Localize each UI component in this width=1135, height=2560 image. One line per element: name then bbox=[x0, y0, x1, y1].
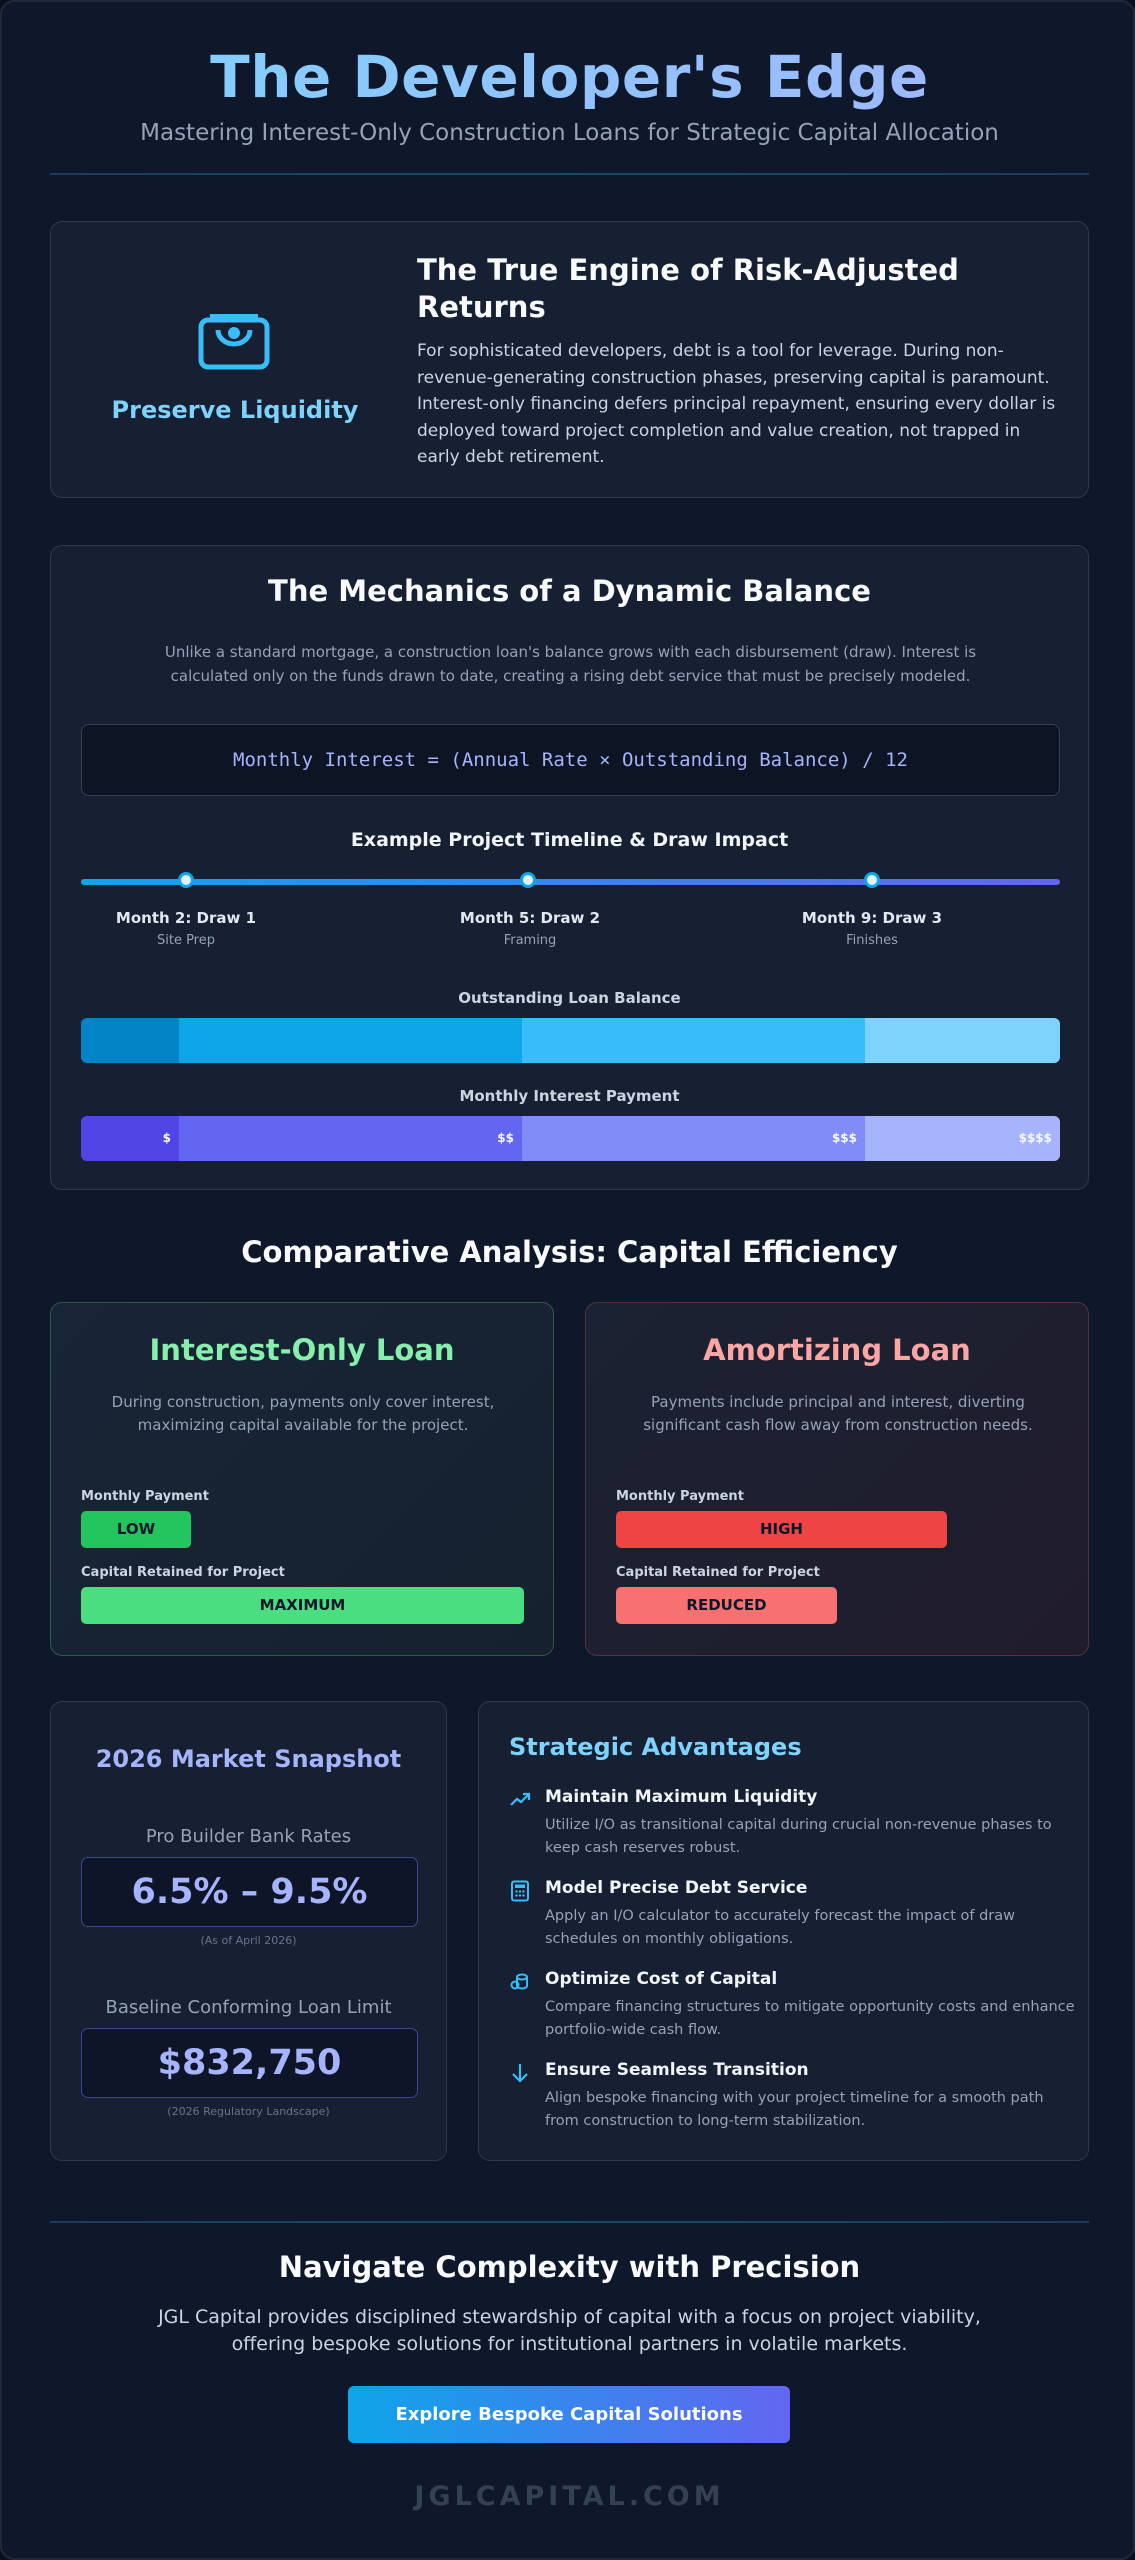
balance-segment bbox=[522, 1018, 865, 1063]
timeline-dot bbox=[178, 872, 194, 888]
interest-only-title: Interest-Only Loan bbox=[149, 1333, 455, 1367]
payment-pill: HIGH bbox=[616, 1511, 947, 1548]
milestone-3: Month 9: Draw 3 Finishes bbox=[752, 909, 992, 948]
capital-label: Capital Retained for Project bbox=[81, 1565, 285, 1580]
market-snapshot-card: 2026 Market Snapshot Pro Builder Bank Ra… bbox=[50, 1701, 447, 2161]
amortizing-description: Payments include principal and interest,… bbox=[643, 1393, 1033, 1434]
liquidity-card: Preserve Liquidity The True Engine of Ri… bbox=[50, 221, 1089, 498]
milestone-sub: Site Prep bbox=[156, 933, 215, 948]
timeline-dot bbox=[520, 872, 536, 888]
amortizing-title: Amortizing Loan bbox=[703, 1333, 971, 1367]
liquidity-content: The True Engine of Risk-Adjusted Returns… bbox=[417, 252, 1057, 471]
advantage-body: Apply an I/O calculator to accurately fo… bbox=[545, 1908, 1016, 1947]
interest-segment-label: $$$ bbox=[831, 1131, 857, 1145]
trend-up-icon bbox=[510, 1792, 531, 1806]
mechanics-card: The Mechanics of a Dynamic Balance Unlik… bbox=[50, 545, 1089, 1190]
loan-limit-value: $832,750 bbox=[81, 2028, 418, 2098]
interest-formula: Monthly Interest = (Annual Rate × Outsta… bbox=[81, 724, 1060, 796]
advantage-title: Maintain Maximum Liquidity bbox=[545, 1787, 818, 1807]
milestone-label: Month 5: Draw 2 bbox=[459, 909, 601, 927]
balance-segment bbox=[179, 1018, 522, 1063]
cta-title: Navigate Complexity with Precision bbox=[278, 2250, 861, 2284]
liquidity-feature: Preserve Liquidity bbox=[51, 222, 419, 497]
milestone-1: Month 2: Draw 1 Site Prep bbox=[66, 909, 306, 948]
rates-label: Pro Builder Bank Rates bbox=[145, 1826, 352, 1847]
interest-segment: $$$ bbox=[522, 1116, 865, 1161]
interest-only-card: Interest-Only Loan During construction, … bbox=[50, 1302, 554, 1656]
calculator-icon bbox=[511, 1880, 529, 1902]
wallet-icon bbox=[198, 314, 270, 370]
rates-note: (As of April 2026) bbox=[200, 1934, 297, 1947]
advantages-title: Strategic Advantages bbox=[509, 1733, 802, 1761]
advantage-body: Align bespoke financing with your projec… bbox=[545, 2090, 1044, 2129]
milestone-2: Month 5: Draw 2 Framing bbox=[410, 909, 650, 948]
balance-bar bbox=[81, 1018, 1060, 1063]
brand-footer: JGLCAPITAL.COM bbox=[414, 2481, 725, 2512]
capital-pill: REDUCED bbox=[616, 1587, 837, 1624]
interest-segment: $$ bbox=[179, 1116, 522, 1161]
capital-pill: MAXIMUM bbox=[81, 1587, 524, 1624]
page-subtitle: Mastering Interest-Only Construction Loa… bbox=[140, 120, 999, 146]
milestone-sub: Framing bbox=[503, 933, 557, 948]
liquidity-body: For sophisticated developers, debt is a … bbox=[417, 341, 1056, 467]
interest-segment: $ bbox=[81, 1116, 179, 1161]
payment-pill: LOW bbox=[81, 1511, 191, 1548]
snapshot-title: 2026 Market Snapshot bbox=[95, 1745, 402, 1773]
advantage-title: Ensure Seamless Transition bbox=[545, 2060, 809, 2080]
interest-only-description: During construction, payments only cover… bbox=[111, 1393, 495, 1434]
balance-segment bbox=[865, 1018, 1060, 1063]
divider bbox=[50, 2221, 1089, 2223]
interest-bar: $ $$ $$$ $$$$ bbox=[81, 1116, 1060, 1161]
explore-solutions-button[interactable]: Explore Bespoke Capital Solutions bbox=[348, 2386, 790, 2443]
coins-icon bbox=[510, 1973, 528, 1990]
payment-label: Monthly Payment bbox=[616, 1489, 744, 1504]
liquidity-label: Preserve Liquidity bbox=[111, 396, 359, 424]
interest-segment-label: $$ bbox=[497, 1131, 514, 1145]
timeline-dot bbox=[864, 872, 880, 888]
interest-bar-title: Monthly Interest Payment bbox=[459, 1087, 680, 1105]
advantage-title: Model Precise Debt Service bbox=[545, 1878, 808, 1898]
balance-bar-title: Outstanding Loan Balance bbox=[458, 989, 681, 1007]
interest-segment-label: $ bbox=[162, 1131, 171, 1145]
milestone-label: Month 2: Draw 1 bbox=[115, 909, 257, 927]
arrow-down-icon bbox=[512, 2064, 528, 2083]
advantage-title: Optimize Cost of Capital bbox=[545, 1969, 778, 1989]
balance-segment bbox=[81, 1018, 179, 1063]
rates-value: 6.5% – 9.5% bbox=[81, 1857, 418, 1927]
mechanics-description: Unlike a standard mortgage, a constructi… bbox=[164, 643, 977, 685]
capital-label: Capital Retained for Project bbox=[616, 1565, 820, 1580]
advantage-body: Compare financing structures to mitigate… bbox=[545, 1999, 1075, 2038]
mechanics-heading: The Mechanics of a Dynamic Balance bbox=[268, 574, 871, 608]
strategic-advantages-card: Strategic Advantages Maintain Maximum Li… bbox=[478, 1701, 1089, 2161]
page-title: The Developer's Edge bbox=[2, 40, 1133, 114]
milestone-label: Month 9: Draw 3 bbox=[801, 909, 943, 927]
hero: The Developer's Edge Mastering Interest-… bbox=[2, 40, 1133, 146]
payment-label: Monthly Payment bbox=[81, 1489, 209, 1504]
cta-text: JGL Capital provides disciplined steward… bbox=[158, 2306, 981, 2355]
timeline-title: Example Project Timeline & Draw Impact bbox=[350, 829, 789, 851]
loan-limit-label: Baseline Conforming Loan Limit bbox=[105, 1997, 392, 2018]
divider bbox=[50, 173, 1089, 175]
interest-segment-label: $$$$ bbox=[1018, 1131, 1052, 1145]
amortizing-card: Amortizing Loan Payments include princip… bbox=[585, 1302, 1089, 1656]
timeline-track bbox=[81, 879, 1060, 885]
advantage-body: Utilize I/O as transitional capital duri… bbox=[545, 1817, 1052, 1856]
milestone-sub: Finishes bbox=[846, 933, 898, 948]
loan-limit-note: (2026 Regulatory Landscape) bbox=[167, 2105, 330, 2118]
comparison-title: Comparative Analysis: Capital Efficiency bbox=[241, 1235, 898, 1269]
liquidity-heading: The True Engine of Risk-Adjusted Returns bbox=[417, 253, 959, 324]
interest-segment: $$$$ bbox=[865, 1116, 1060, 1161]
